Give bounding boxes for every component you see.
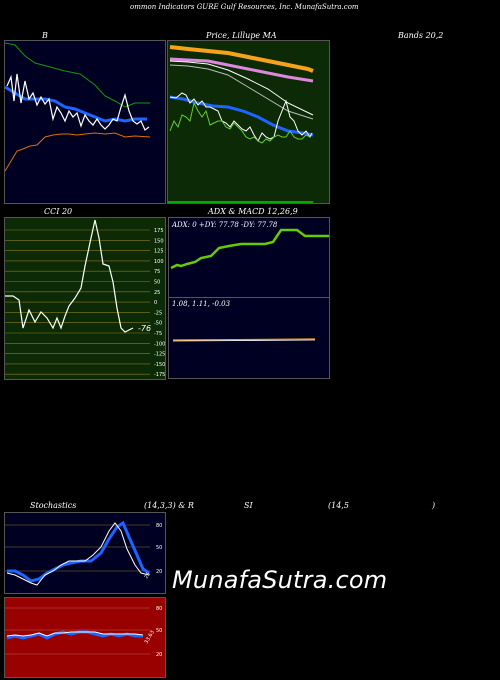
cci-tick-label: -75 — [154, 331, 162, 337]
macd-chart: 1.08, 1.11, -0.03 — [168, 297, 330, 379]
cci-tick-label: -125 — [154, 352, 165, 358]
bollinger-lower-band — [5, 132, 151, 172]
cci-tick-label: 100 — [154, 259, 164, 265]
macd-readout: 1.08, 1.11, -0.03 — [172, 300, 231, 308]
volume-bars — [168, 201, 313, 203]
stochastics-title-close: ) — [432, 501, 436, 510]
stochastics-title-mid2: SI — [244, 501, 253, 510]
stochastics-chart: 80 50 20 25 — [4, 512, 166, 594]
stochastics-title-mid: (14,3,3) & R — [144, 501, 194, 510]
price-white-line — [169, 92, 313, 142]
stochastics-d-line — [7, 520, 150, 583]
price-ma-title: Price, Lillupe MA — [206, 31, 277, 40]
cci-tick-label: -25 — [154, 310, 162, 316]
adx-readout: ADX: 0 +DY: 77.78 -DY: 77.78 — [172, 221, 278, 229]
stochastics-title-params: (14,5 — [328, 501, 349, 510]
cci-tick-label: 0 — [154, 300, 157, 306]
bollinger-upper-band — [5, 42, 150, 108]
ma-gray-line — [169, 64, 314, 120]
bollinger-price-line — [6, 73, 150, 131]
rsi-blue-line — [6, 630, 143, 640]
adx-line — [170, 228, 329, 270]
adx-title: ADX & MACD 12,26,9 — [208, 207, 298, 216]
bollinger-middle-band — [5, 85, 147, 123]
stochastics-k-line — [6, 522, 150, 586]
bands-label: Bands 20,2 — [398, 31, 444, 40]
rsi-tick-label: 80 — [156, 606, 162, 612]
cci-tick-label: 75 — [154, 269, 160, 275]
cci-tick-label: -175 — [154, 372, 165, 378]
price-ma-chart — [167, 40, 330, 204]
bollinger-title: B — [42, 31, 48, 40]
rsi-chart: 80 50 20 33.63 — [4, 597, 166, 678]
cci-tick-label: -150 — [154, 362, 165, 368]
cci-tick-label: 150 — [154, 238, 164, 244]
cci-tick-label: 50 — [154, 280, 160, 286]
rsi-current-label: 33.63 — [144, 630, 156, 645]
cci-line — [5, 219, 134, 333]
price-blue-line — [169, 95, 314, 137]
stochastics-current-label: 25 — [144, 571, 152, 580]
macd-line — [172, 339, 316, 342]
macd-signal-line — [172, 338, 316, 341]
cci-chart: 175 150 125 100 75 50 25 0 -25 -50 -75 -100 -125 -150… — [4, 217, 166, 380]
stochastics-tick-label: 20 — [156, 569, 162, 575]
cci-tick-label: 175 — [154, 228, 164, 234]
stochastics-tick-label: 80 — [156, 523, 162, 529]
bollinger-chart — [4, 40, 166, 204]
stochastics-tick-label: 50 — [156, 545, 162, 551]
cci-tick-label: -100 — [154, 341, 165, 347]
ma-pink-line — [169, 57, 314, 83]
cci-tick-label: 125 — [154, 249, 164, 255]
rsi-tick-label: 50 — [156, 628, 162, 634]
ma-orange-line — [169, 45, 314, 73]
cci-tick-label: -50 — [154, 321, 162, 327]
watermark: MunafaSutra.com — [172, 566, 388, 594]
ma-white-line — [169, 60, 314, 116]
rsi-tick-label: 20 — [156, 652, 162, 658]
price-green-line — [169, 101, 311, 144]
cci-tick-label: 25 — [154, 290, 160, 296]
cci-title: CCI 20 — [44, 207, 73, 216]
adx-chart: ADX: 0 +DY: 77.78 -DY: 77.78 — [168, 217, 330, 298]
page-title: ommon Indicators GURE Gulf Resources, In… — [130, 3, 359, 11]
stochastics-title-left: Stochastics — [30, 501, 77, 510]
cci-current-label: -76 — [138, 324, 151, 333]
rsi-white-line — [6, 631, 144, 637]
